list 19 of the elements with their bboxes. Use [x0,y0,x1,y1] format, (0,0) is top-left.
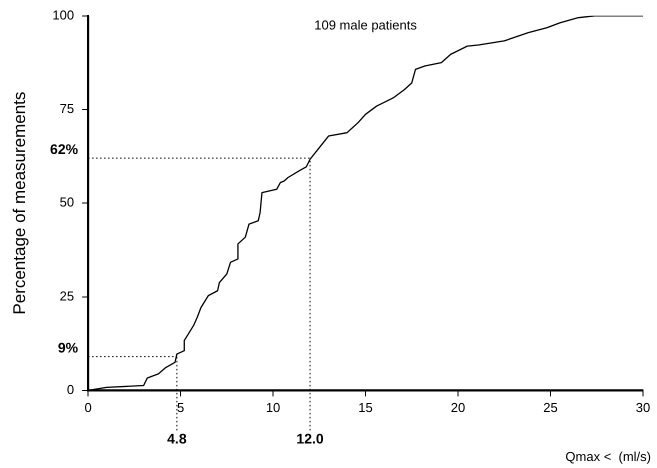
x-tick-label: 15 [358,400,373,415]
x-axis-title: Qmax < (ml/s) [565,449,651,464]
ref-line-label: 4.8 [167,430,187,446]
chart-title: 109 male patients [314,17,418,32]
ref-line-label: 9% [58,340,79,356]
ref-line-label: 62% [50,141,79,158]
x-tick-label: 0 [84,400,92,415]
y-tick-label: 50 [60,194,74,210]
y-tick-label: 75 [60,101,74,116]
x-tick-label: 10 [266,400,280,415]
x-tick-label: 20 [450,400,466,415]
y-tick-label: 0 [66,382,74,397]
y-axis-title: Percentage of measurements [10,92,29,315]
y-tick-label: 100 [52,7,74,22]
ref-line-label: 12.0 [296,430,324,446]
x-tick-label: 5 [176,400,184,415]
y-tick-label: 25 [60,288,74,304]
x-tick-label: 30 [636,400,650,415]
x-tick-label: 25 [543,400,558,415]
